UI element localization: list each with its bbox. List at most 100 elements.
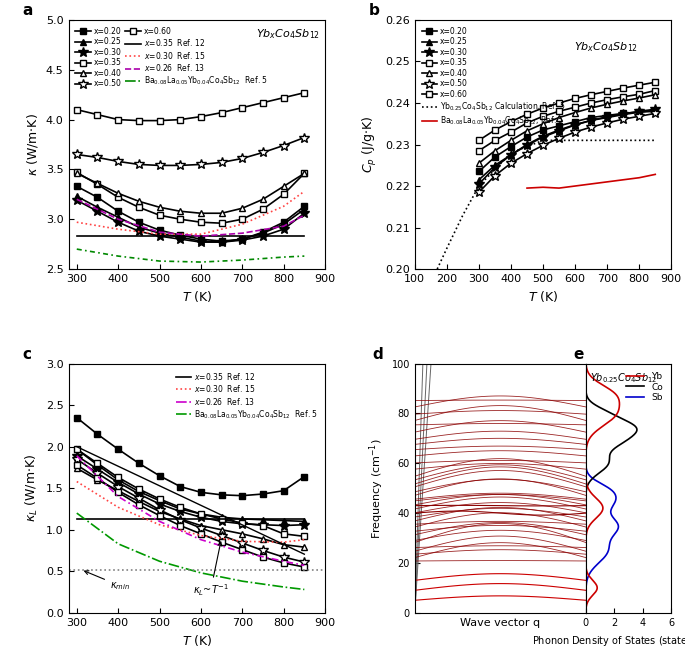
x=0.50 <box>603 119 611 127</box>
X-axis label: $T$ (K): $T$ (K) <box>528 290 558 304</box>
x=0.40 <box>571 109 580 117</box>
x=0.50 <box>176 161 184 169</box>
x=0.25 <box>491 161 499 169</box>
Line: x=0.20: x=0.20 <box>475 108 659 175</box>
x=0.50 <box>279 141 288 149</box>
x=0.50 <box>238 155 247 163</box>
x=0.50 <box>135 161 143 168</box>
x=0.60 <box>619 84 627 92</box>
Sb <box>610 489 619 497</box>
x=0.35 <box>217 219 225 227</box>
x=0.50 <box>114 157 122 165</box>
x=0.30 <box>217 238 225 246</box>
x=0.25 <box>176 233 184 241</box>
x=0.50 <box>300 134 308 142</box>
x=0.30 <box>491 163 499 171</box>
X-axis label: $T$ (K): $T$ (K) <box>182 633 212 648</box>
x=0.50 <box>507 159 515 167</box>
x=0.60 <box>587 91 595 99</box>
Sb <box>582 366 590 374</box>
Sb <box>582 460 590 468</box>
x=0.35 <box>93 180 101 188</box>
x=0.25 <box>217 238 225 246</box>
x=0.30 <box>197 238 205 246</box>
Sb <box>582 360 590 368</box>
x=0.35 <box>238 215 247 223</box>
x=0.60 <box>93 111 101 119</box>
Sb <box>582 404 590 412</box>
x=0.30 <box>507 151 515 159</box>
x=0.35 <box>491 137 499 145</box>
x=0.20 <box>135 218 143 226</box>
x=0.60 <box>651 78 660 86</box>
X-axis label: Phonon Density of States (states/cm$^{-1}$): Phonon Density of States (states/cm$^{-1… <box>532 633 685 649</box>
Line: x=0.40: x=0.40 <box>475 91 659 166</box>
x=0.60 <box>539 104 547 112</box>
Y-axis label: $\kappa$ (W/m$\cdot$K): $\kappa$ (W/m$\cdot$K) <box>25 113 40 176</box>
Line: x=0.25: x=0.25 <box>73 193 308 246</box>
x=0.35 <box>523 119 531 127</box>
x=0.40 <box>300 169 308 177</box>
x=0.35 <box>279 190 288 198</box>
x=0.25 <box>475 176 483 184</box>
x=0.30 <box>73 196 81 204</box>
X-axis label: $T$ (K): $T$ (K) <box>182 290 212 304</box>
Text: Yb$_x$Co$_4$Sb$_{12}$: Yb$_x$Co$_4$Sb$_{12}$ <box>256 27 320 41</box>
x=0.40 <box>279 182 288 190</box>
x=0.30 <box>238 236 247 244</box>
x=0.35 <box>155 211 164 219</box>
x=0.30 <box>523 141 531 149</box>
x=0.40 <box>197 209 205 217</box>
x=0.60 <box>475 137 483 145</box>
x=0.40 <box>651 91 660 99</box>
x=0.60 <box>523 110 531 118</box>
x=0.40 <box>217 209 225 217</box>
Sb <box>611 490 619 498</box>
x=0.25 <box>93 203 101 211</box>
x=0.30 <box>155 232 164 240</box>
x=0.25 <box>523 141 531 149</box>
Legend: $x$=0.35  Ref. 12, $x$=0.30  Ref. 15, $x$=0.26  Ref. 13, Ba$_{0.08}$La$_{0.05}$Y: $x$=0.35 Ref. 12, $x$=0.30 Ref. 15, $x$=… <box>173 368 321 424</box>
x=0.35 <box>114 193 122 201</box>
x=0.30 <box>300 209 308 217</box>
x=0.40 <box>555 113 563 121</box>
x=0.35 <box>73 168 81 176</box>
x=0.40 <box>619 97 627 105</box>
x=0.25 <box>197 237 205 245</box>
x=0.40 <box>603 101 611 109</box>
x=0.50 <box>619 115 627 123</box>
x=0.20 <box>603 111 611 119</box>
x=0.35 <box>635 91 643 99</box>
x=0.50 <box>555 135 563 143</box>
x=0.35 <box>135 203 143 211</box>
x=0.20 <box>155 226 164 234</box>
x=0.40 <box>635 94 643 102</box>
x=0.30 <box>539 133 547 141</box>
x=0.30 <box>571 121 580 129</box>
Co <box>598 404 606 412</box>
x=0.30 <box>135 227 143 235</box>
x=0.60 <box>491 126 499 134</box>
x=0.30 <box>635 107 643 115</box>
Text: b: b <box>369 3 379 18</box>
x=0.60 <box>571 95 580 103</box>
x=0.40 <box>135 197 143 205</box>
x=0.20 <box>587 113 595 121</box>
x=0.50 <box>259 149 267 157</box>
x=0.25 <box>279 220 288 228</box>
Text: d: d <box>372 347 383 362</box>
Line: x=0.40: x=0.40 <box>73 170 308 216</box>
x=0.20 <box>571 118 580 126</box>
x=0.20 <box>197 235 205 243</box>
x=0.60 <box>197 113 205 121</box>
x=0.20 <box>539 126 547 134</box>
Yb <box>583 366 591 374</box>
Line: x=0.20: x=0.20 <box>73 183 308 244</box>
x=0.35 <box>651 87 660 95</box>
x=0.35 <box>619 93 627 101</box>
x=0.30 <box>93 207 101 215</box>
x=0.35 <box>197 218 205 226</box>
x=0.50 <box>651 109 660 117</box>
x=0.60 <box>155 117 164 125</box>
x=0.20 <box>651 107 660 115</box>
